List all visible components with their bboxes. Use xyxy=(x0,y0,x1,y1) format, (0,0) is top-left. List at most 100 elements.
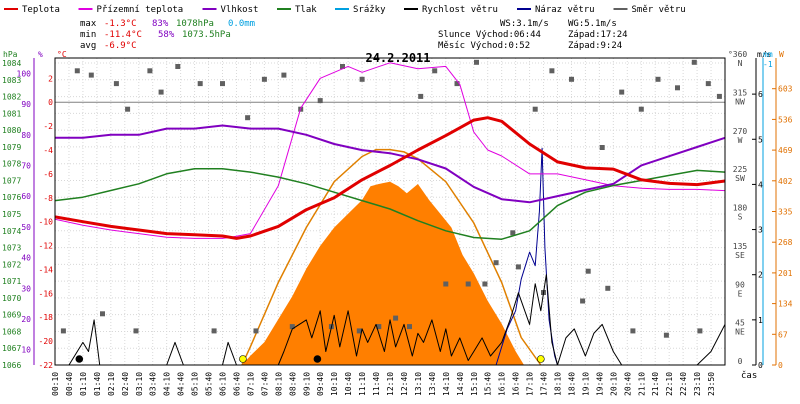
wind-direction-point xyxy=(88,72,94,78)
x-tick: 07:40 xyxy=(260,372,269,396)
legend-label: Tlak xyxy=(295,5,317,15)
x-tick: 19:40 xyxy=(595,372,604,396)
sun-times: Slunce Východ:06:44 xyxy=(438,30,541,40)
hpa-tick: 1069 xyxy=(2,311,21,320)
x-tick: 08:40 xyxy=(288,372,297,396)
series-line xyxy=(54,116,726,240)
wind-direction-point xyxy=(569,76,574,82)
temp-tick: -22 xyxy=(39,361,54,370)
pct-tick: 50 xyxy=(21,223,31,232)
hpa-tick: 1084 xyxy=(2,59,21,68)
legend-label: Teplota xyxy=(22,5,60,15)
x-tick: 02:10 xyxy=(107,372,116,396)
hpa-tick: 1075 xyxy=(2,210,21,219)
wind-direction-point xyxy=(289,324,295,330)
dir-tick: 180 xyxy=(733,204,748,213)
pct-tick: 90 xyxy=(21,100,31,109)
pct-tick: 80 xyxy=(21,131,31,140)
x-tick: 09:40 xyxy=(316,372,325,396)
solar-tick: 536 xyxy=(778,115,793,124)
hpa-tick: 1080 xyxy=(2,126,21,135)
x-tick: 04:10 xyxy=(163,372,172,396)
wind-direction-point xyxy=(407,324,412,330)
wind-direction-point xyxy=(691,59,697,65)
wind-direction-point xyxy=(100,311,105,317)
solar-tick: 603 xyxy=(778,85,793,94)
wind-direction-point xyxy=(510,230,516,236)
pct-tick: 30 xyxy=(21,284,31,293)
stats-avg-label: avg xyxy=(80,41,96,51)
stats-max-label: max xyxy=(80,19,97,29)
sun-set: Západ:17:24 xyxy=(568,30,628,40)
wind-direction-point xyxy=(74,68,80,74)
wind-axis-label: m/s xyxy=(757,50,772,59)
solar-tick: 0 xyxy=(778,361,783,370)
dir-tick-compass: N xyxy=(738,59,743,68)
wind-direction-point xyxy=(638,106,644,112)
x-tick: 17:10 xyxy=(526,372,535,396)
dir-tick-compass: NE xyxy=(735,328,745,337)
solar-theoretical-line xyxy=(241,148,542,366)
dir-tick-compass: S xyxy=(738,213,743,222)
moonset-marker xyxy=(313,355,322,363)
x-tick: 23:50 xyxy=(707,372,716,396)
hpa-tick: 1081 xyxy=(2,109,21,118)
temp-axis-label: °C xyxy=(57,50,67,59)
solar-layer xyxy=(241,148,542,366)
x-tick: 05:10 xyxy=(191,372,200,396)
x-tick: 10:40 xyxy=(344,372,353,396)
solar-tick: 402 xyxy=(778,177,793,186)
temp-tick: -8 xyxy=(43,194,53,203)
dir-tick-compass: SE xyxy=(735,251,745,260)
dir-tick: 0 xyxy=(738,357,743,366)
wind-direction-point xyxy=(675,85,680,91)
solar-tick: 67 xyxy=(778,330,788,339)
wind-tick: 2 xyxy=(758,271,763,280)
temp-tick: -18 xyxy=(39,313,54,322)
x-tick: 09:10 xyxy=(302,372,311,396)
legend-label: Přízemní teplota xyxy=(97,5,184,15)
stats-block: max -1.3°C 83% 1078hPa 0.0mm min -11.4°C… xyxy=(80,19,255,51)
wind-tick: 4 xyxy=(758,180,763,189)
wind-direction-point xyxy=(432,68,438,74)
temp-tick: -12 xyxy=(39,242,54,251)
series-lines xyxy=(54,62,726,366)
x-tick: 07:10 xyxy=(246,372,255,396)
wind-direction-point xyxy=(532,106,538,112)
legend-label: Náraz větru xyxy=(535,5,595,15)
wind-direction-point xyxy=(245,115,251,121)
x-tick: 20:40 xyxy=(623,372,632,396)
wind-direction-point xyxy=(393,315,399,321)
dir-tick-compass: E xyxy=(738,289,743,298)
axes: hPa1066106710681069107010711072107310741… xyxy=(2,50,793,396)
x-tick: 13:10 xyxy=(414,372,423,396)
dir-tick: 135 xyxy=(733,242,748,251)
hpa-tick: 1076 xyxy=(2,193,21,202)
hpa-tick: 1066 xyxy=(2,361,21,370)
solar-tick: 335 xyxy=(778,208,793,217)
wind-direction-point xyxy=(549,68,555,74)
x-tick: 06:40 xyxy=(233,372,242,396)
temp-tick: -20 xyxy=(39,337,54,346)
x-tick: 03:40 xyxy=(149,372,158,396)
wind-tick: 0 xyxy=(758,361,763,370)
wind-direction-point xyxy=(605,285,611,291)
x-tick: 23:10 xyxy=(693,372,702,396)
legend-label: Vlhkost xyxy=(221,5,259,15)
chart-title: 24.2.2011 xyxy=(365,51,430,65)
x-tick: 06:10 xyxy=(219,372,228,396)
stats-min-label: min xyxy=(80,30,96,40)
wind-direction-point xyxy=(580,298,586,304)
x-tick: 22:10 xyxy=(665,372,674,396)
wind-astro-info: WS:3.1m/s WG:5.1m/s Slunce Východ:06:44 … xyxy=(438,19,628,51)
hpa-tick: 1077 xyxy=(2,177,21,186)
wind-direction-point xyxy=(376,324,382,330)
x-tick: 14:10 xyxy=(442,372,451,396)
hpa-tick: 1071 xyxy=(2,277,21,286)
x-tick: 18:40 xyxy=(568,372,577,396)
stats-avg-temp: -6.9°C xyxy=(104,41,137,51)
moon-set: Západ:9:24 xyxy=(568,41,622,51)
wind-direction-point xyxy=(474,59,479,65)
hpa-tick: 1070 xyxy=(2,294,21,303)
